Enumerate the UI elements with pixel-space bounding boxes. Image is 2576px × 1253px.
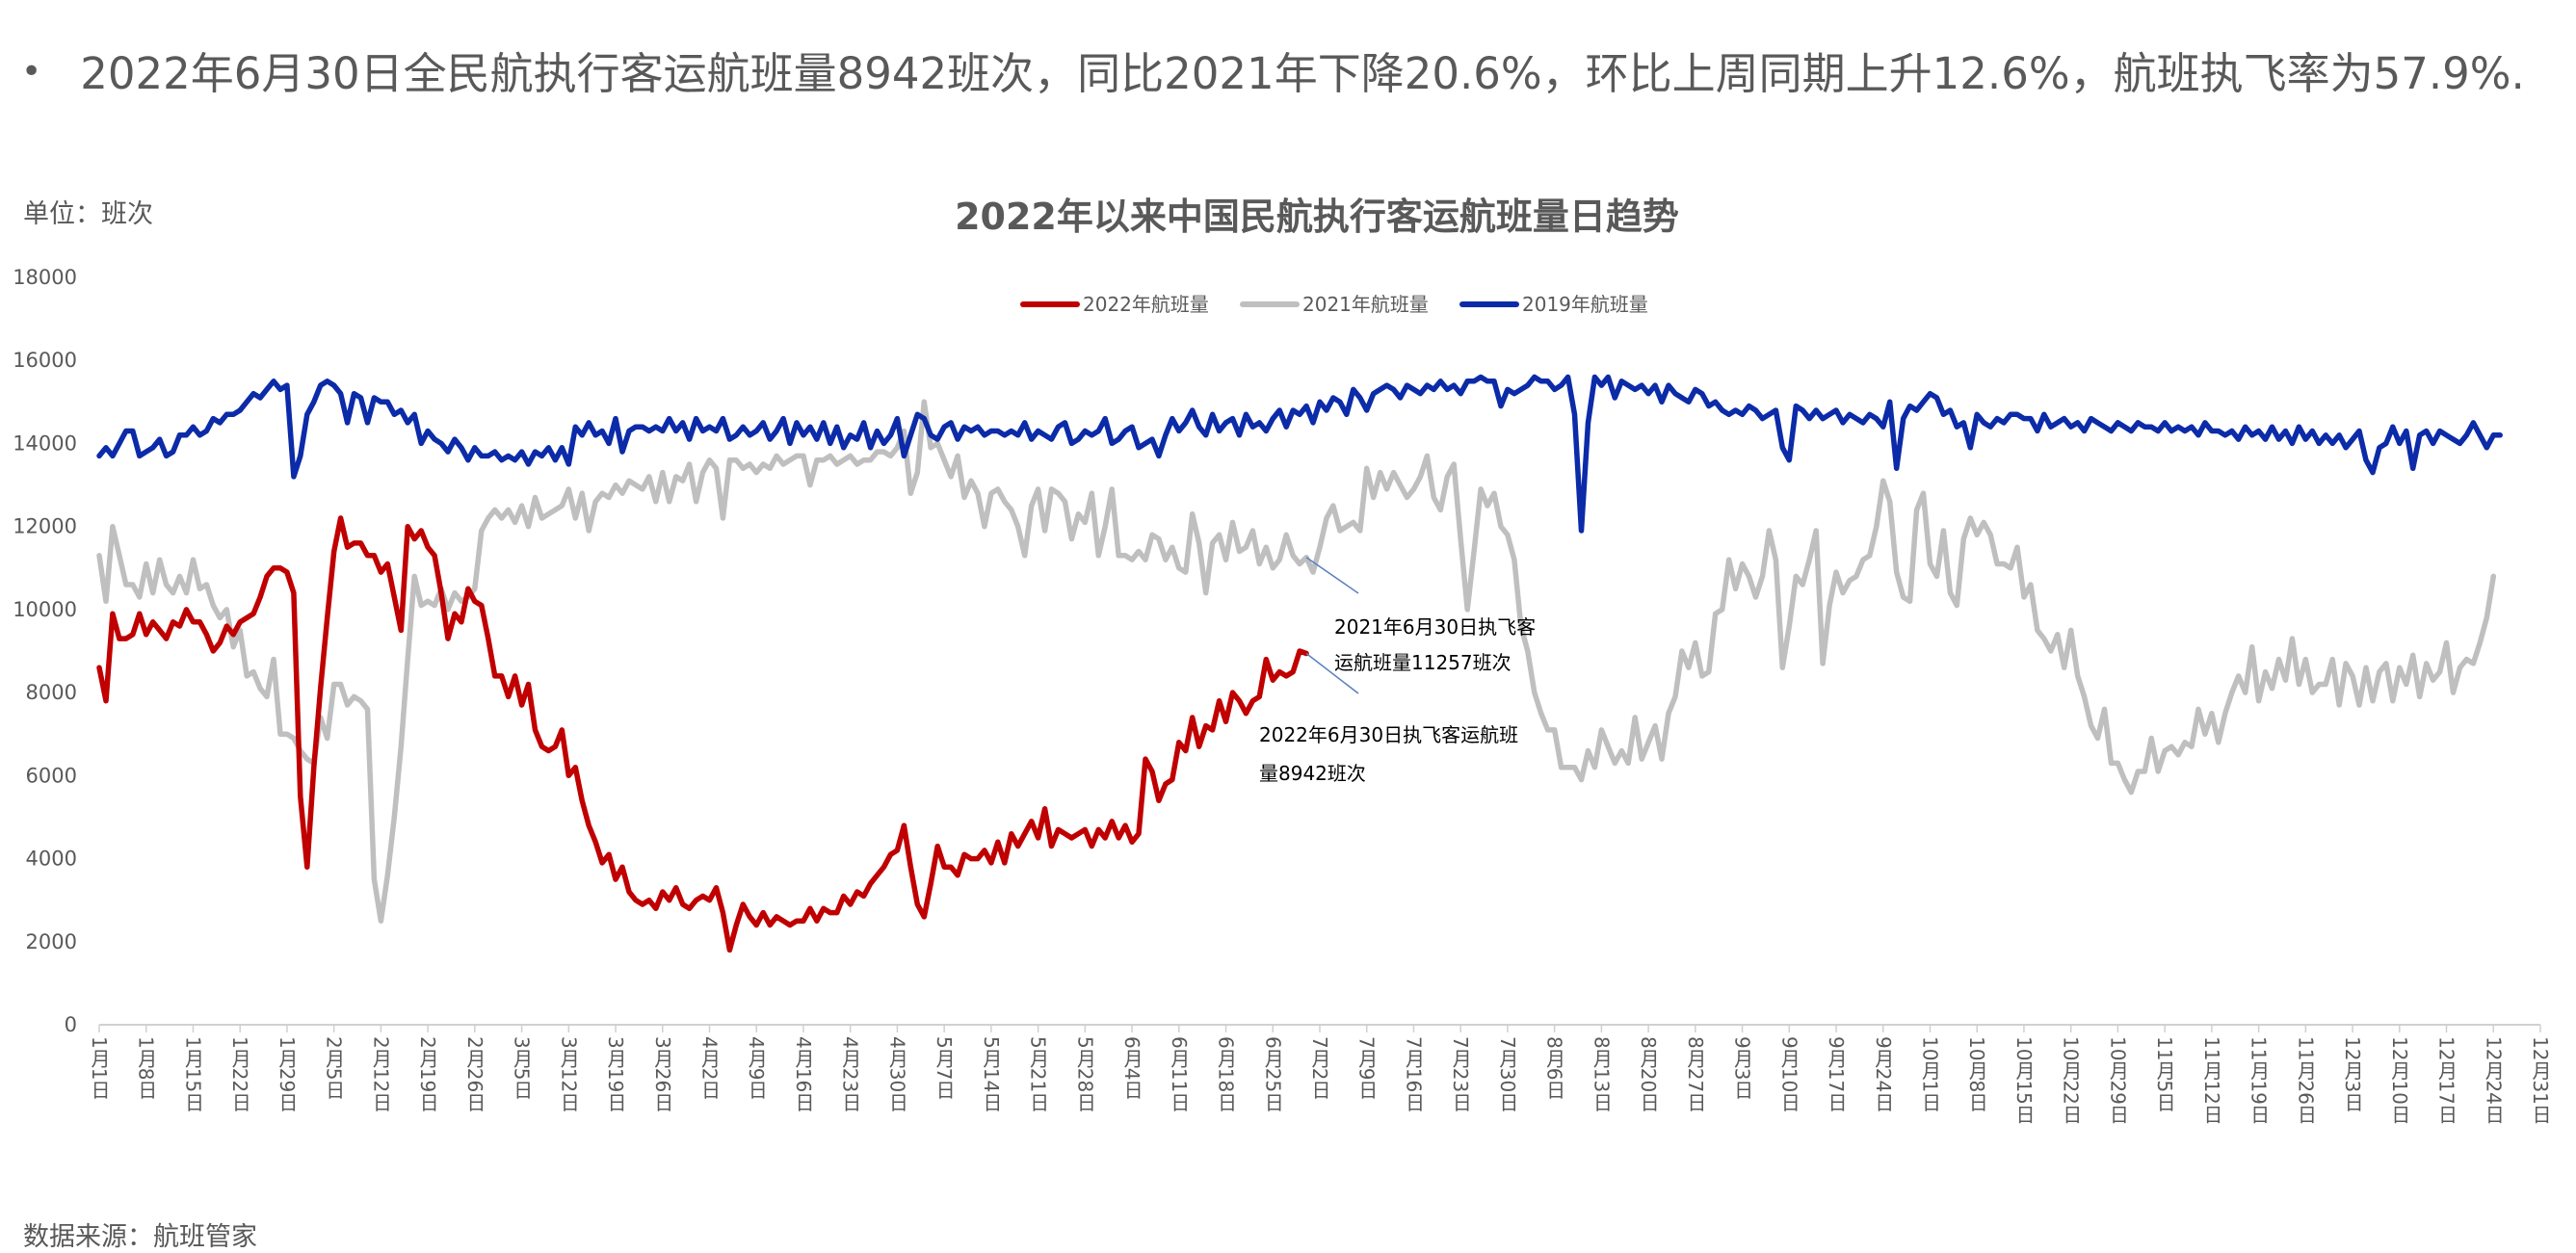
x-tick-label: 11月19日 — [2247, 1036, 2271, 1124]
y-tick-label: 4000 — [26, 848, 77, 871]
chart-title: 2022年以来中国民航执行客运航班量日趋势 — [955, 196, 1679, 238]
headline: • 2022年6月30日全民航执行客运航班量8942班次，同比2021年下降20.… — [21, 39, 2525, 101]
x-tick-label: 6月18日 — [1215, 1036, 1238, 1111]
x-tick-label: 7月2日 — [1308, 1036, 1331, 1099]
x-tick-label: 8月27日 — [1684, 1036, 1707, 1111]
x-tick-label: 12月24日 — [2482, 1036, 2505, 1124]
series-line-2022 — [96, 515, 1309, 953]
x-tick-label: 10月1日 — [1919, 1036, 1942, 1111]
y-tick-label: 12000 — [13, 515, 77, 538]
headline-text: 2022年6月30日全民航执行客运航班量8942班次，同比2021年下降20.6… — [80, 48, 2525, 99]
x-tick-label: 8月6日 — [1543, 1036, 1566, 1099]
annotation-pointer-2021 — [1305, 557, 1359, 594]
x-tick-label: 9月17日 — [1825, 1036, 1848, 1111]
annotation-text-2021: 2021年6月30日执飞客 — [1334, 615, 1536, 639]
x-tick-label: 8月20日 — [1637, 1036, 1660, 1111]
x-tick-label: 10月29日 — [2106, 1036, 2129, 1124]
x-tick-label: 10月8日 — [1965, 1036, 1988, 1111]
x-tick-label: 6月11日 — [1168, 1036, 1191, 1111]
x-tick-label: 6月4日 — [1120, 1036, 1143, 1099]
x-tick-label: 5月7日 — [933, 1036, 956, 1099]
x-tick-label: 9月10日 — [1777, 1036, 1801, 1111]
x-tick-label: 5月14日 — [980, 1036, 1003, 1111]
x-tick-label: 9月24日 — [1872, 1036, 1895, 1111]
x-tick-label: 12月17日 — [2435, 1036, 2458, 1124]
x-tick-label: 2月26日 — [463, 1036, 486, 1111]
x-tick-label: 7月16日 — [1402, 1036, 1425, 1111]
x-tick-label: 11月5日 — [2153, 1036, 2176, 1111]
x-tick-label: 4月2日 — [698, 1036, 722, 1099]
y-tick-label: 0 — [65, 1013, 77, 1036]
annotation-text-2022: 2022年6月30日执飞客运航班 — [1259, 723, 1518, 746]
x-tick-label: 3月19日 — [604, 1036, 627, 1111]
legend-label-2022: 2022年航班量 — [1083, 293, 1209, 316]
x-tick-label: 12月10日 — [2388, 1036, 2411, 1124]
x-tick-label: 1月29日 — [276, 1036, 299, 1111]
annotation-pointer-2022 — [1305, 652, 1359, 694]
x-tick-label: 4月23日 — [839, 1036, 862, 1111]
x-tick-label: 3月26日 — [651, 1036, 674, 1111]
x-tick-label: 3月12日 — [557, 1036, 580, 1111]
x-tick-label: 6月25日 — [1261, 1036, 1284, 1111]
x-tick-label: 5月21日 — [1027, 1036, 1050, 1111]
legend-label-2019: 2019年航班量 — [1522, 293, 1648, 316]
x-tick-label: 12月3日 — [2341, 1036, 2364, 1111]
y-tick-label: 16000 — [13, 349, 77, 372]
x-tick-label: 1月8日 — [135, 1036, 158, 1099]
x-tick-label: 10月15日 — [2012, 1036, 2036, 1124]
x-tick-label: 1月1日 — [88, 1036, 111, 1099]
y-tick-label: 18000 — [13, 266, 77, 289]
x-tick-label: 8月13日 — [1590, 1036, 1613, 1111]
y-tick-label: 8000 — [26, 681, 77, 704]
legend-label-2021: 2021年航班量 — [1302, 293, 1429, 316]
unit-label: 单位：班次 — [23, 199, 153, 229]
x-tick-label: 2月19日 — [416, 1036, 439, 1111]
source-label: 数据来源：航班管家 — [23, 1222, 257, 1252]
y-tick-label: 14000 — [13, 431, 77, 455]
x-tick-label: 12月31日 — [2529, 1036, 2552, 1124]
y-tick-label: 10000 — [13, 598, 77, 621]
x-tick-label: 1月15日 — [181, 1036, 204, 1111]
bullet-icon: • — [21, 52, 42, 91]
y-tick-label: 2000 — [26, 930, 77, 953]
x-tick-label: 11月26日 — [2294, 1036, 2317, 1124]
x-tick-label: 4月9日 — [745, 1036, 768, 1099]
x-tick-label: 2月12日 — [369, 1036, 392, 1111]
x-tick-label: 4月16日 — [792, 1036, 815, 1111]
x-tick-label: 4月30日 — [885, 1036, 908, 1111]
x-tick-label: 9月3日 — [1731, 1036, 1754, 1099]
x-tick-label: 7月30日 — [1496, 1036, 1519, 1111]
annotation-text-2022: 量8942班次 — [1259, 762, 1366, 785]
x-tick-label: 7月23日 — [1449, 1036, 1472, 1111]
series-line-2019 — [96, 374, 2503, 534]
x-tick-label: 7月9日 — [1355, 1036, 1379, 1099]
y-tick-label: 6000 — [26, 764, 77, 787]
x-tick-label: 1月22日 — [228, 1036, 251, 1111]
x-tick-label: 5月28日 — [1073, 1036, 1096, 1111]
x-tick-label: 11月12日 — [2200, 1036, 2223, 1124]
x-tick-label: 10月22日 — [2060, 1036, 2083, 1124]
annotation-text-2021: 运航班量11257班次 — [1334, 651, 1511, 674]
series-line-2021 — [96, 399, 2497, 924]
x-tick-label: 2月5日 — [323, 1036, 346, 1099]
x-tick-label: 3月5日 — [511, 1036, 534, 1099]
